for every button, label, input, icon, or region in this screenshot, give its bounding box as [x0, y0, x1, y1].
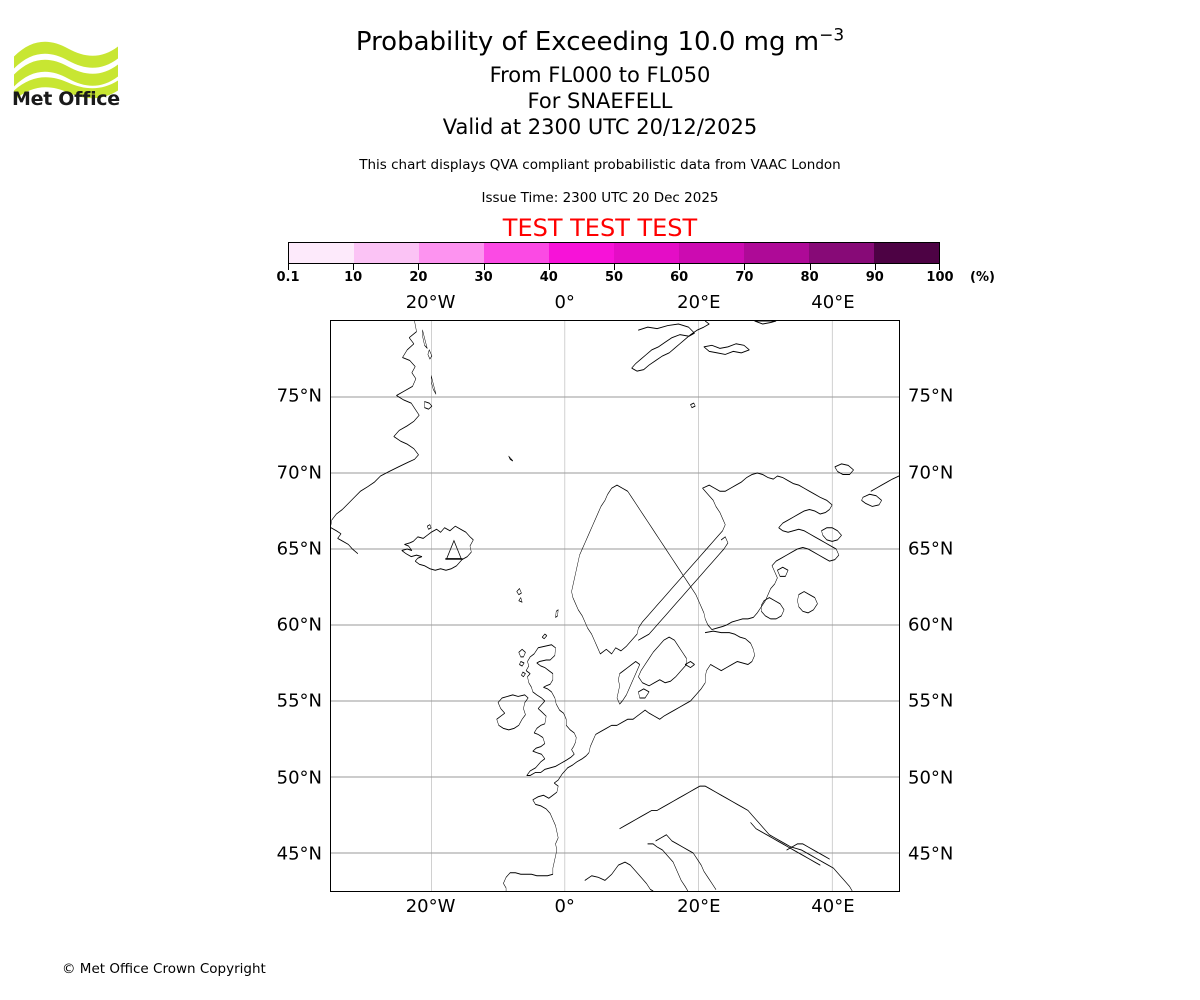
probability-colorbar [288, 242, 940, 270]
colorbar-tickmark-80 [809, 264, 811, 270]
colorbar-tick-100: 100 [926, 270, 954, 285]
colorbar-tickmark-20 [418, 264, 420, 270]
lat-label-right-50°N: 50°N [908, 767, 954, 789]
colorbar-tick-50: 50 [604, 270, 624, 285]
volcano-marker [445, 539, 463, 560]
lat-label-right-65°N: 65°N [908, 538, 954, 560]
colorbar-segment-4 [549, 243, 614, 263]
page-title-text: Probability of Exceeding 10.0 mg m [355, 27, 820, 57]
compliance-note: This chart displays QVA compliant probab… [359, 157, 841, 173]
colorbar-tickmark-30 [483, 264, 485, 270]
issue-time-label: Issue Time: 2300 UTC 20 Dec 2025 [481, 190, 719, 206]
colorbar-tick-70: 70 [735, 270, 754, 285]
colorbar-tickmark-90 [874, 264, 876, 270]
lat-label-left-65°N: 65°N [276, 538, 322, 560]
lon-label-top-0°: 0° [554, 292, 575, 313]
map-gridlines [331, 321, 899, 891]
colorbar-segment-3 [484, 243, 549, 263]
map-plot-area[interactable] [330, 320, 900, 892]
lat-label-right-70°N: 70°N [908, 462, 954, 484]
map-canvas [331, 321, 899, 891]
met-office-logo [14, 41, 118, 101]
colorbar-tick-80: 80 [800, 270, 819, 285]
longitude-axis-top: 20°W 0° 20°E 40°E [330, 292, 900, 314]
colorbar-tickmark-60 [679, 264, 681, 270]
latitude-axis-left: 45°N 50°N 55°N 60°N 65°N 70°N 75°N [180, 320, 322, 892]
lat-label-left-45°N: 45°N [276, 843, 322, 865]
lon-label-bottom-0°: 0° [554, 896, 575, 917]
copyright-notice: © Met Office Crown Copyright [62, 961, 266, 977]
test-banner: TEST TEST TEST [502, 214, 698, 242]
met-office-wordmark: Met Office [12, 88, 120, 110]
page-title-exponent: −3 [819, 25, 845, 46]
flight-level-subtitle: From FL000 to FL050 [489, 63, 711, 87]
lon-label-top-40°E: 40°E [811, 292, 855, 313]
colorbar-tickmark-10 [353, 264, 355, 270]
lon-label-bottom-40°E: 40°E [811, 896, 855, 917]
colorbar-segment-2 [419, 243, 484, 263]
chart-title-block: Probability of Exceeding 10.0 mg m−3 Fro… [0, 22, 1200, 140]
colorbar-tick-60: 60 [670, 270, 689, 285]
colorbar-segment-6 [679, 243, 744, 263]
latitude-axis-right: 45°N 50°N 55°N 60°N 65°N 70°N 75°N [908, 320, 1028, 892]
lon-label-top-20°W: 20°W [405, 292, 456, 313]
colorbar-tickmark-100 [939, 264, 940, 270]
colorbar-tick-40: 40 [539, 270, 558, 285]
lat-label-left-70°N: 70°N [276, 462, 322, 484]
colorbar-tickmark-40 [548, 264, 550, 270]
lat-label-right-45°N: 45°N [908, 843, 954, 865]
colorbar-tick-90: 90 [865, 270, 884, 285]
colorbar-tick-labels: 0.1 10 20 30 40 50 60 70 80 90 100 [276, 270, 953, 288]
lon-label-bottom-20°E: 20°E [677, 896, 721, 917]
longitude-axis-bottom: 20°W 0° 20°E 40°E [330, 896, 900, 918]
lat-label-left-60°N: 60°N [276, 614, 322, 636]
lat-label-left-75°N: 75°N [276, 385, 322, 407]
colorbar-segment-7 [744, 243, 809, 263]
valid-time-subtitle: Valid at 2300 UTC 20/12/2025 [442, 115, 758, 139]
colorbar-tickmark-50 [614, 264, 615, 270]
lat-label-right-75°N: 75°N [908, 385, 954, 407]
coastlines [331, 321, 899, 891]
colorbar-tick-30: 30 [474, 270, 493, 285]
page-title: Probability of Exceeding 10.0 mg m−3 [0, 22, 1200, 62]
colorbar-gradient [288, 242, 940, 264]
lat-label-right-60°N: 60°N [908, 614, 954, 636]
colorbar-tickmark-0.1 [288, 264, 289, 270]
colorbar-segment-8 [809, 243, 874, 263]
colorbar-tickmark-70 [744, 264, 746, 270]
colorbar-segment-1 [354, 243, 419, 263]
colorbar-segment-5 [614, 243, 679, 263]
colorbar-segment-0 [289, 243, 354, 263]
colorbar-segment-9 [874, 243, 939, 263]
colorbar-tick-10: 10 [344, 270, 363, 285]
lat-label-left-50°N: 50°N [276, 767, 322, 789]
colorbar-tick-0.1: 0.1 [276, 270, 300, 285]
lat-label-right-55°N: 55°N [908, 690, 954, 712]
colorbar-tick-20: 20 [409, 270, 428, 285]
volcano-subtitle: For SNAEFELL [527, 89, 673, 113]
lon-label-bottom-20°W: 20°W [405, 896, 456, 917]
lat-label-left-55°N: 55°N [276, 690, 322, 712]
lon-label-top-20°E: 20°E [677, 292, 721, 313]
colorbar-unit-label: (%) [970, 270, 995, 285]
